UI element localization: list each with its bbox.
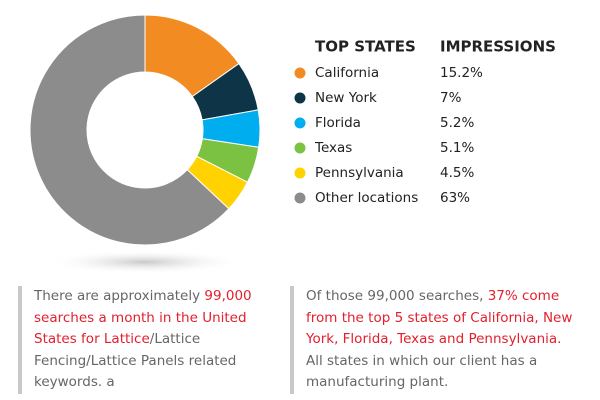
value-label: 5.2% — [440, 115, 474, 131]
legend-label: Pennsylvania — [315, 165, 404, 181]
highlight-text: 99,000 searches a month in the United St… — [34, 288, 252, 347]
legend-label: California — [315, 65, 379, 81]
paragraph: There are approximately 99,000 searches … — [18, 286, 266, 394]
legend-swatch — [294, 192, 306, 204]
legend-label: Florida — [315, 115, 361, 131]
legend-swatch — [294, 92, 306, 104]
value-label: 4.5% — [440, 165, 474, 181]
legend-swatch — [294, 117, 306, 129]
highlight-text: 37% come from the top 5 states of Califo… — [306, 288, 573, 347]
legend-swatch — [294, 67, 306, 79]
text: All states in which our client has a man… — [306, 352, 538, 391]
text: Of those 99,000 searches, — [306, 288, 488, 304]
text: /Lattice Fencing/Lattice Panels related … — [34, 331, 237, 390]
text: There are approximately — [34, 288, 205, 304]
legend-label: New York — [315, 90, 377, 106]
shadow — [45, 250, 245, 274]
paragraph: Of those 99,000 searches, 37% come from … — [290, 286, 574, 394]
chart: TOP STATES IMPRESSIONS California 15.2% Ne… — [29, 14, 556, 274]
value-label: 7% — [440, 90, 462, 106]
header: TOP STATES — [315, 38, 416, 56]
header: IMPRESSIONS — [440, 38, 556, 56]
slice — [29, 14, 230, 246]
legend-swatch — [294, 142, 306, 154]
legend-label: Other locations — [315, 190, 418, 206]
legend-swatch — [294, 167, 306, 179]
legend-label: Texas — [314, 140, 352, 156]
value-label: 63% — [440, 190, 470, 206]
value-label: 5.1% — [440, 140, 474, 156]
value-label: 15.2% — [440, 65, 483, 81]
